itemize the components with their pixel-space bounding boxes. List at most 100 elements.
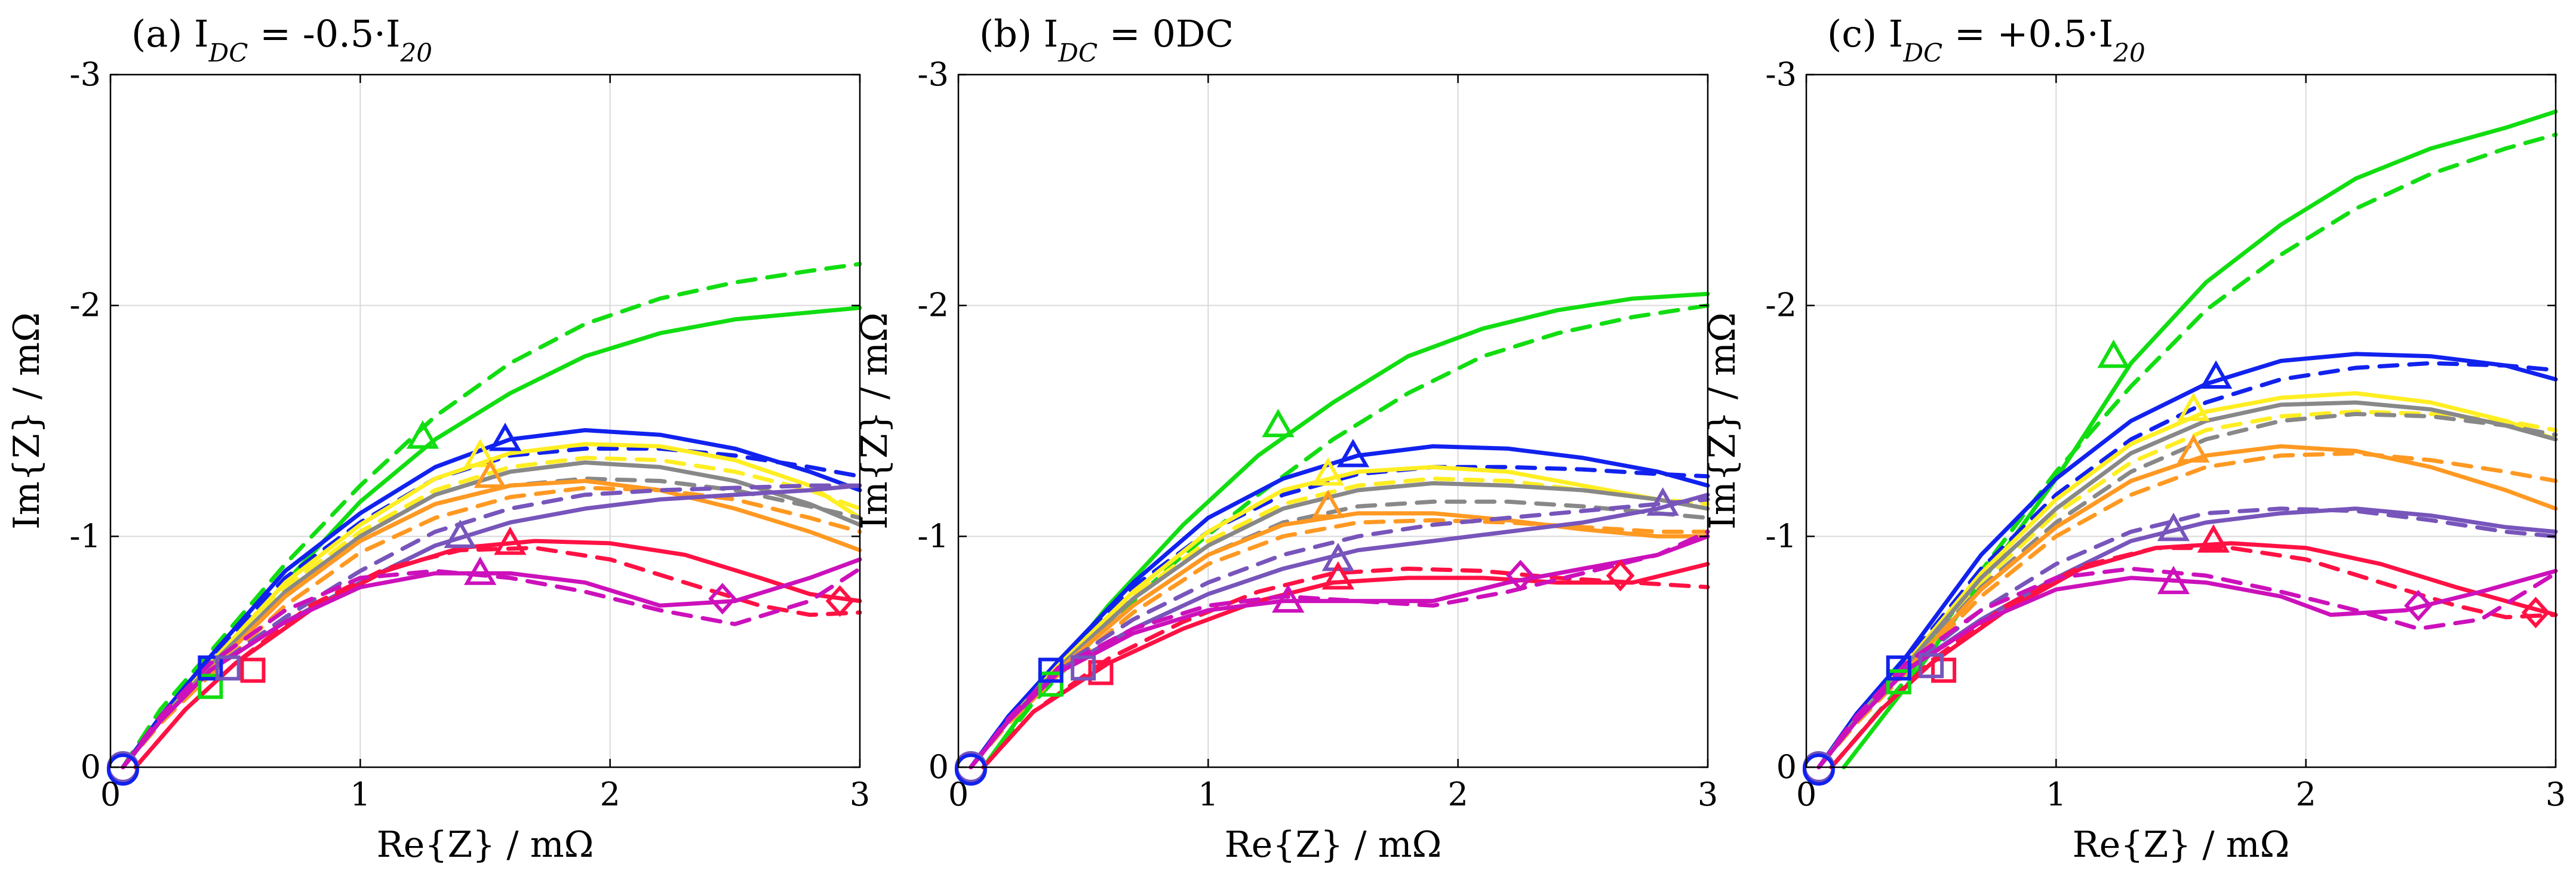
marker-triangle: [2199, 360, 2233, 389]
marker-triangle: [1321, 542, 1355, 571]
marker-triangle: [2177, 392, 2210, 422]
y-axis-label: Im{Z} / mΩ: [1702, 312, 1744, 530]
marker-triangle: [2097, 339, 2130, 368]
marker-square: [1038, 657, 1063, 683]
marker-triangle: [474, 459, 507, 488]
marker-square: [240, 657, 266, 683]
marker-triangle: [2177, 434, 2210, 463]
axes-frame: [109, 73, 861, 768]
marker-triangle: [2197, 524, 2230, 553]
marker-diamond: [1506, 559, 1535, 592]
marker-square: [1038, 671, 1063, 697]
y-tick-label: -3: [1765, 56, 1797, 93]
marker-triangle: [1311, 457, 1345, 486]
series-magenta-solid: [1816, 568, 2558, 770]
series-orange-solid: [1816, 444, 2558, 770]
series-orange-dashed: [1816, 451, 2558, 770]
y-axis-label: Im{Z} / mΩ: [854, 312, 896, 530]
series-purple-dashed: [969, 497, 1710, 770]
panel-2: 0 1 2 3 0 -1 -2 -3 (b) IDC = 0DC Re{Z} / mΩ Im{Z} …: [854, 12, 1718, 866]
series-magenta-dashed: [969, 530, 1710, 770]
series-orange-dashed: [969, 518, 1710, 770]
series-green-dashed: [1829, 133, 2558, 770]
marker-square: [1886, 655, 1911, 681]
series-blue-dashed: [1816, 361, 2558, 770]
marker-circle: [1802, 753, 1835, 786]
marker-triangle: [1311, 490, 1345, 518]
series-red-solid: [981, 562, 1710, 770]
marker-square: [1088, 660, 1114, 685]
marker-square: [198, 673, 223, 699]
series-red-dashed: [133, 546, 862, 770]
marker-triangle: [1321, 561, 1355, 590]
marker-triangle: [406, 420, 439, 449]
marker-triangle: [444, 519, 477, 548]
marker-square: [215, 655, 241, 681]
x-tick-label: 0: [1796, 776, 1816, 813]
series-group: [121, 262, 862, 770]
panel-title: (c) IDC = +0.5·I20: [1827, 12, 2145, 67]
x-tick-label: 3: [2546, 776, 2566, 813]
panel-title: (a) IDC = -0.5·I20: [131, 12, 432, 67]
x-tick-label: 3: [850, 776, 870, 813]
series-group: [1816, 109, 2558, 770]
marker-triangle: [494, 526, 527, 555]
marker-square: [1071, 655, 1096, 681]
series-red-dashed: [1829, 546, 2558, 770]
x-tick-label: 1: [1198, 776, 1218, 813]
x-tick-label: 0: [948, 776, 969, 813]
marker-diamond: [1606, 559, 1635, 592]
x-tick-label: 1: [350, 776, 370, 813]
marker-diamond: [2521, 596, 2550, 629]
marker-square: [198, 655, 223, 681]
marker-triangle: [1262, 408, 1295, 438]
y-tick-label: -3: [917, 56, 949, 93]
x-tick-label: 0: [100, 776, 121, 813]
marker-circle: [106, 753, 139, 786]
x-axis-label: Re{Z} / mΩ: [377, 824, 594, 866]
marker-triangle: [2157, 565, 2190, 595]
x-tick-label: 2: [600, 776, 620, 813]
y-tick-label: -1: [69, 517, 101, 555]
y-tick-label: -2: [1765, 287, 1797, 324]
grid: [1806, 75, 2556, 767]
series-yellow-dashed: [1816, 410, 2558, 770]
series-gray-solid: [121, 460, 862, 770]
marker-triangle: [488, 422, 522, 451]
marker-triangle: [1336, 438, 1370, 467]
marker-diamond: [708, 583, 737, 615]
series-green-solid: [1842, 109, 2558, 770]
series-blue-dashed: [121, 446, 862, 770]
marker-group: [1802, 339, 2550, 786]
marker-circle: [954, 753, 987, 786]
y-tick-label: 0: [1776, 748, 1797, 786]
marker-diamond: [2404, 589, 2433, 622]
marker-group: [106, 420, 854, 786]
marker-square: [1919, 653, 1944, 678]
y-tick-label: -2: [69, 287, 101, 324]
y-tick-label: -3: [69, 56, 101, 93]
marker-square: [1886, 669, 1911, 694]
panel-3: 0 1 2 3 0 -1 -2 -3 (c) IDC = +0.5·I20 Re{Z} / mΩ I…: [1702, 12, 2566, 866]
marker-group: [954, 408, 1679, 786]
series-green-dashed: [121, 262, 862, 770]
series-orange-dashed: [121, 485, 862, 770]
marker-diamond: [825, 585, 854, 617]
series-group: [969, 291, 1710, 770]
marker-triangle: [1272, 584, 1305, 613]
x-tick-label: 1: [2046, 776, 2066, 813]
panel-title: (b) IDC = 0DC: [979, 12, 1234, 67]
series-blue-solid: [1816, 352, 2558, 770]
series-purple-solid: [969, 493, 1710, 770]
grid: [110, 75, 860, 767]
marker-triangle: [2157, 512, 2190, 542]
y-axis-label: Im{Z} / mΩ: [6, 312, 48, 530]
axes-frame: [957, 73, 1709, 768]
x-axis-label: Re{Z} / mΩ: [2073, 824, 2290, 866]
x-axis-label: Re{Z} / mΩ: [1225, 824, 1442, 866]
y-tick-label: -1: [1765, 517, 1797, 555]
panel-1: 0 1 2 3 0 -1 -2 -3 (a) IDC = -0.5·I20 Re{Z} / mΩ I…: [6, 12, 870, 866]
marker-triangle: [463, 556, 497, 585]
x-tick-label: 3: [1698, 776, 1718, 813]
